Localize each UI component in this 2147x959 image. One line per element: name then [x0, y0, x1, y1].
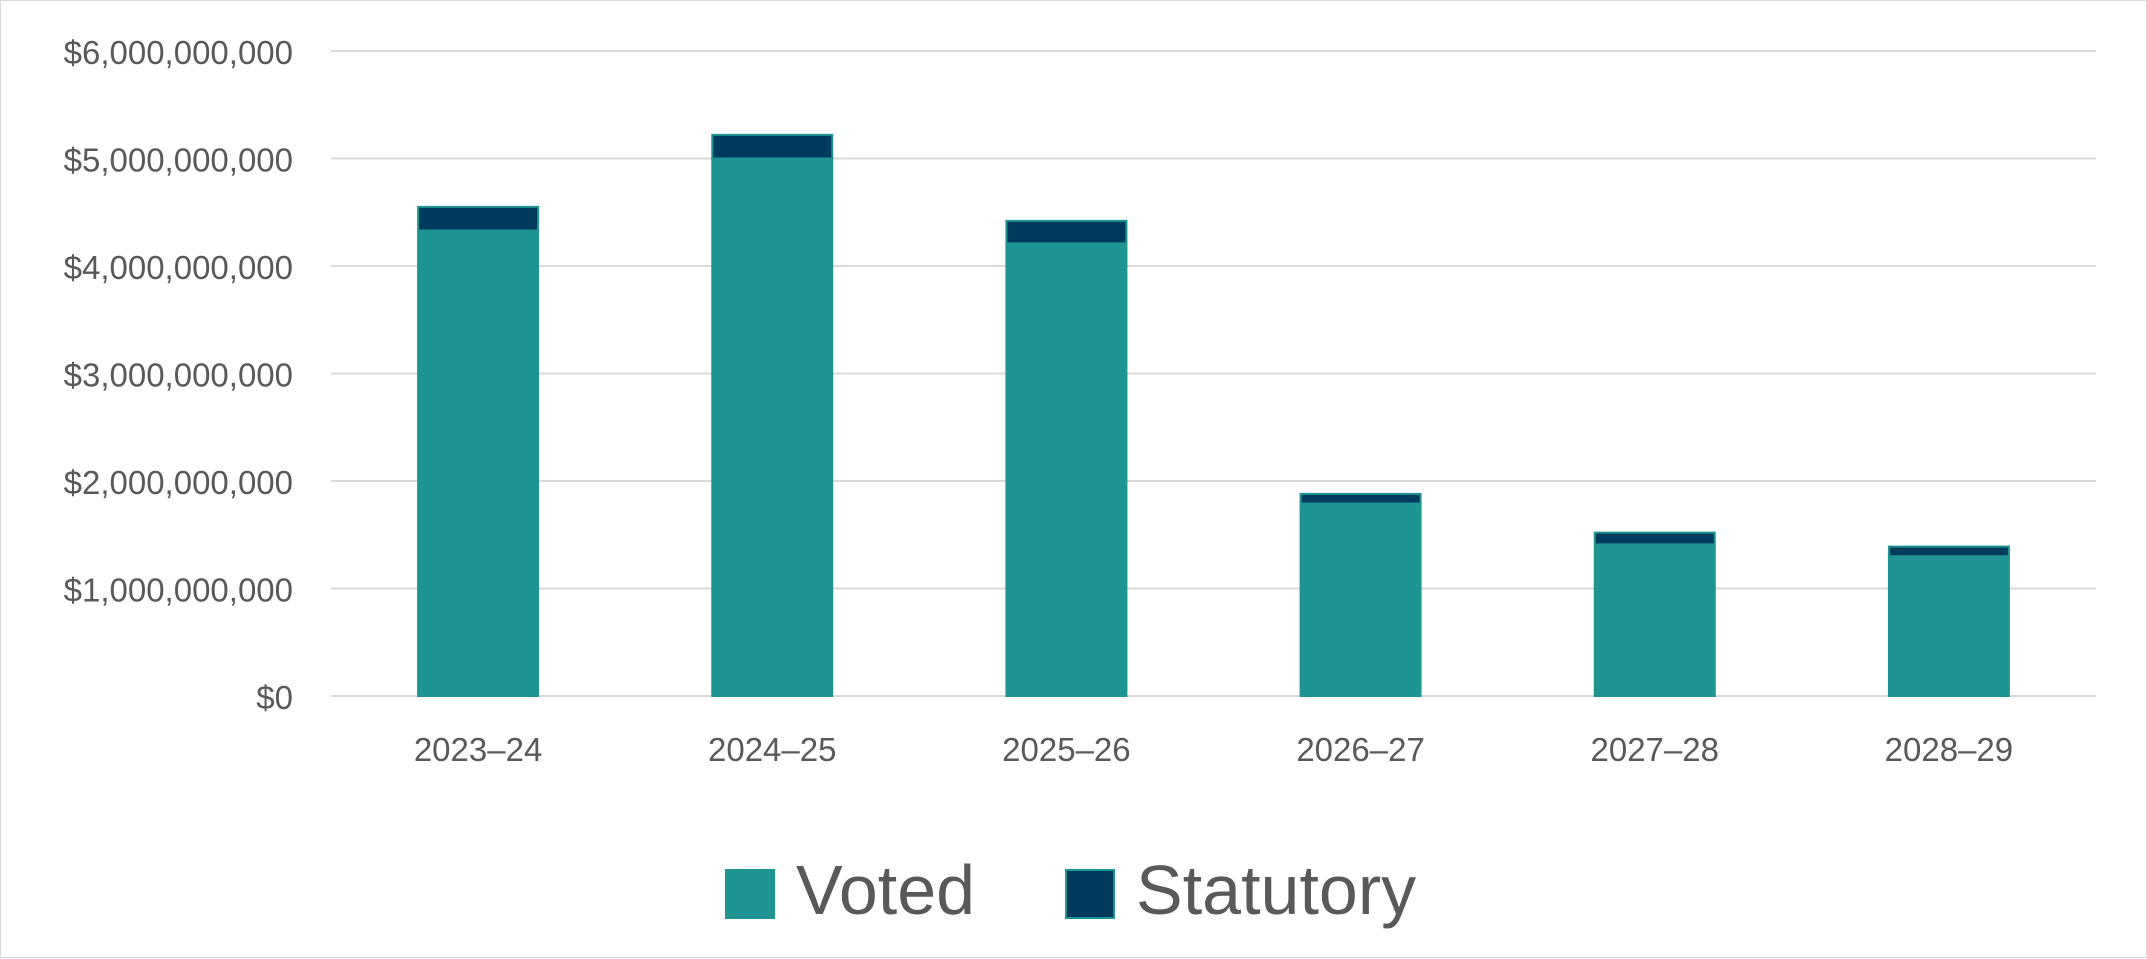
- y-tick-label: $0: [256, 679, 293, 716]
- x-axis-tick-labels: 2023–24 2024–25 2025–26 2026–27 2027–28 2028–…: [414, 731, 2013, 768]
- legend-swatch-statutory: [1065, 869, 1115, 919]
- y-tick-label: $5,000,000,000: [64, 142, 293, 179]
- bar-statutory-6: [1887, 545, 2010, 558]
- y-axis-tick-labels: $0 $1,000,000,000 $2,000,000,000 $3,000,000…: [64, 34, 293, 716]
- bar-voted-3: [1005, 242, 1128, 698]
- x-tick-label: 2027–28: [1591, 731, 1719, 768]
- bar-voted-6: [1887, 555, 2010, 697]
- x-tick-label: 2028–29: [1885, 731, 2013, 768]
- bar-voted-2: [711, 157, 834, 697]
- bar-statutory-4: [1299, 492, 1422, 505]
- bars: [417, 133, 2010, 698]
- x-tick-label: 2023–24: [414, 731, 542, 768]
- x-tick-label: 2026–27: [1296, 731, 1424, 768]
- legend: Voted Statutory: [725, 851, 1416, 929]
- gridlines: [331, 50, 2096, 697]
- bar-statutory-2: [711, 133, 834, 160]
- bar-voted-4: [1299, 502, 1422, 698]
- y-tick-label: $6,000,000,000: [64, 34, 293, 71]
- legend-swatch-voted: [725, 869, 775, 919]
- legend-label-statutory: Statutory: [1136, 851, 1416, 929]
- y-tick-label: $1,000,000,000: [64, 572, 293, 609]
- x-tick-label: 2025–26: [1002, 731, 1130, 768]
- bar-statutory-1: [417, 205, 540, 232]
- y-tick-label: $4,000,000,000: [64, 249, 293, 286]
- legend-label-voted: Voted: [796, 851, 975, 929]
- x-tick-label: 2024–25: [708, 731, 836, 768]
- bar-voted-1: [417, 229, 540, 697]
- y-tick-label: $2,000,000,000: [64, 464, 293, 501]
- bar-voted-5: [1593, 543, 1716, 697]
- y-tick-label: $3,000,000,000: [64, 357, 293, 394]
- bar-statutory-5: [1593, 531, 1716, 546]
- bar-statutory-3: [1005, 219, 1128, 245]
